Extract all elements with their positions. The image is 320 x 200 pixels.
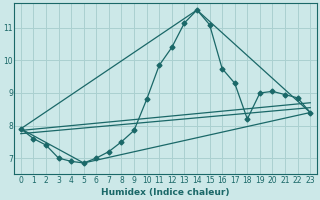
X-axis label: Humidex (Indice chaleur): Humidex (Indice chaleur): [101, 188, 230, 197]
